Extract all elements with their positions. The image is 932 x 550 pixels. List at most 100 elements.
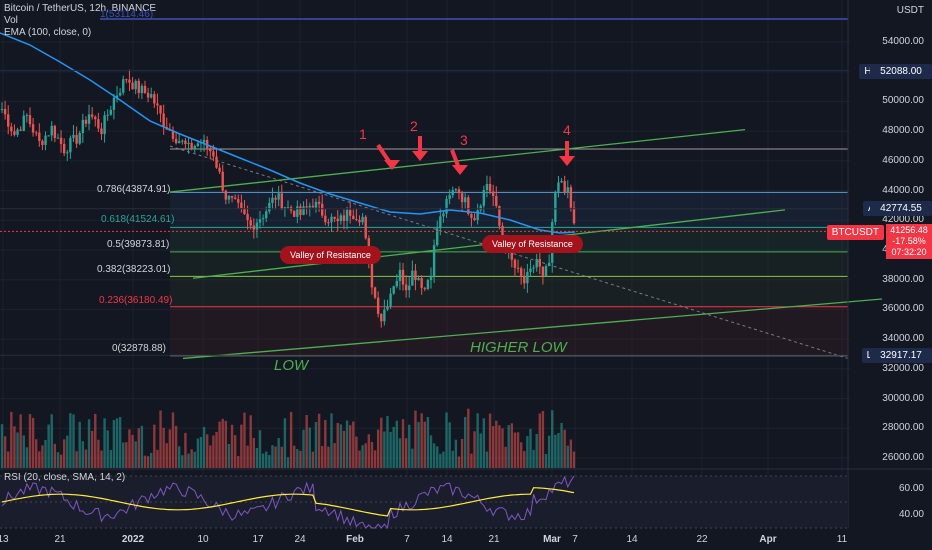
volume-bar <box>237 456 240 468</box>
volume-bar <box>333 443 336 468</box>
x-axis-label: 7 <box>404 534 410 545</box>
volume-bar <box>482 418 486 468</box>
volume-bar <box>156 449 159 468</box>
volume-bar <box>342 430 346 468</box>
volume-bar <box>81 441 85 468</box>
volume-bar <box>109 449 113 468</box>
volume-bar <box>504 446 507 468</box>
candle-body <box>523 275 526 284</box>
candle-body <box>218 167 221 172</box>
fib-label: 0(32878.88) <box>112 343 166 354</box>
volume-bar <box>308 427 311 468</box>
volume-bar <box>442 451 445 468</box>
volume-bar <box>78 421 81 468</box>
candle-body <box>97 119 100 129</box>
volume-bar <box>495 420 498 468</box>
volume-bar <box>165 443 168 468</box>
candle-body <box>44 135 47 145</box>
volume-bar <box>72 414 75 468</box>
volume-bar <box>190 449 193 468</box>
x-axis-label: 7 <box>572 534 578 545</box>
candle-body <box>181 140 184 142</box>
peak-number-1: 1 <box>359 126 367 142</box>
candle-body <box>467 197 470 214</box>
candle-body <box>59 137 63 144</box>
volume-bar <box>84 449 88 468</box>
volume-bar <box>209 445 212 468</box>
volume-bar <box>221 418 224 468</box>
volume-bar <box>389 431 392 468</box>
candle-body <box>212 151 215 157</box>
rsi-axis-label: 40.00 <box>898 509 924 520</box>
candle-body <box>193 146 196 150</box>
volume-bar <box>131 434 134 468</box>
volume-bar <box>227 443 231 468</box>
x-axis-label: Mar <box>543 534 561 545</box>
volume-bar <box>19 414 22 468</box>
candle-body <box>342 215 346 221</box>
candle-body <box>423 287 426 289</box>
volume-bar <box>205 434 209 468</box>
candle-body <box>246 214 249 220</box>
candle-body <box>572 207 576 224</box>
volume-bar <box>41 445 44 468</box>
candle-body <box>109 109 113 115</box>
volume-bar <box>255 448 259 468</box>
volume-bar <box>202 426 206 468</box>
candle-body <box>237 199 240 203</box>
candle-body <box>439 216 442 229</box>
candle-body <box>3 108 7 115</box>
peak-number-4: 4 <box>563 122 571 138</box>
volume-bar <box>451 450 454 468</box>
volume-bar <box>177 446 181 468</box>
candle-body <box>47 135 50 137</box>
volume-bar <box>243 412 246 468</box>
candle-body <box>373 287 377 298</box>
current-change: -17.58% <box>892 236 926 246</box>
candle-body <box>38 132 41 141</box>
candle-body <box>482 189 486 206</box>
volume-bar <box>554 434 557 468</box>
candle-body <box>376 297 380 314</box>
volume-bar <box>516 432 520 468</box>
candle-body <box>383 309 386 322</box>
candle-body <box>22 115 25 131</box>
ema-label: EMA (100, close, 0) <box>4 27 92 38</box>
candle-body <box>557 182 560 192</box>
volume-bar <box>134 441 137 468</box>
candle-body <box>408 285 411 291</box>
candle-body <box>299 206 302 215</box>
fib-label: 0.5(39873.81) <box>107 239 170 250</box>
volume-bar <box>118 417 122 468</box>
higher-low-note: HIGHER LOW <box>470 339 567 356</box>
volume-bar <box>417 421 420 468</box>
y-axis-label: 30000.00 <box>882 392 924 404</box>
volume-bar <box>296 449 299 468</box>
candle-body <box>265 211 268 219</box>
candle-body <box>495 195 498 206</box>
candle-body <box>100 128 103 135</box>
candle-body <box>221 171 224 191</box>
candle-body <box>13 131 16 135</box>
volume-bar <box>519 442 523 468</box>
candle-body <box>252 225 256 230</box>
volume-bar <box>429 435 433 468</box>
candle-body <box>519 268 523 276</box>
volume-bar <box>501 428 504 468</box>
candle-body <box>389 293 392 307</box>
fib-label: 0.618(41524.61) <box>101 214 175 225</box>
volume-bar <box>376 429 380 468</box>
candle-body <box>563 180 566 193</box>
candle-body <box>190 142 193 150</box>
rsi-ma-line <box>1 487 575 517</box>
candle-body <box>448 195 451 199</box>
volume-bar <box>327 446 330 468</box>
peak-arrows <box>376 136 575 175</box>
candle-body <box>296 206 299 217</box>
fib-bands <box>170 191 848 357</box>
volume-bar <box>551 410 554 468</box>
volume-bar <box>426 417 430 468</box>
volume-bar <box>299 450 302 468</box>
y-axis-label: 26000.00 <box>882 452 924 463</box>
